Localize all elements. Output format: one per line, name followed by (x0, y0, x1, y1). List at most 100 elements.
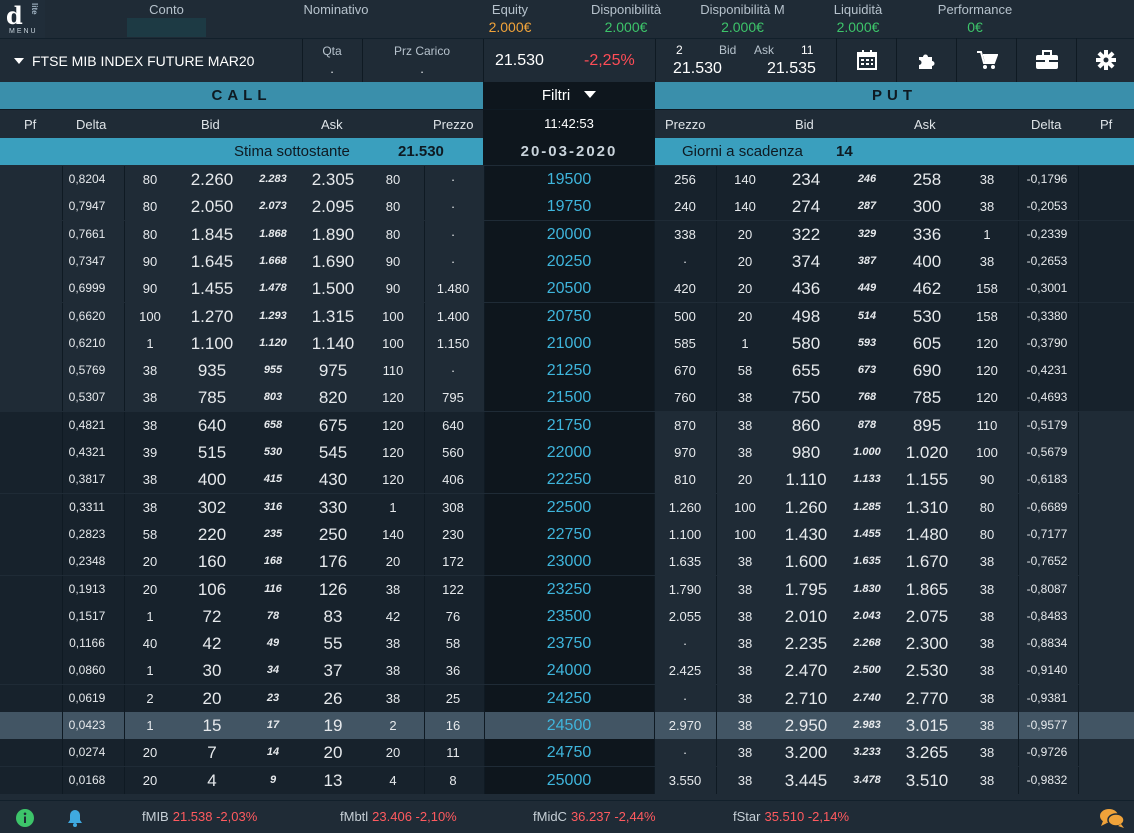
cell-bid-qty-call[interactable]: 38 (142, 417, 158, 433)
cell-ask-put[interactable]: 1.310 (905, 497, 949, 517)
cell-ask-call[interactable]: 20 (323, 743, 343, 763)
cell-bid-call[interactable]: 220 (197, 524, 227, 544)
cell-bid-put[interactable]: 580 (791, 333, 821, 353)
cell-bid-call[interactable]: 4 (207, 770, 217, 790)
cell-strike-price[interactable]: 20000 (546, 225, 592, 243)
cell-ask-put[interactable]: 605 (912, 333, 942, 353)
cell-bid-qty-call[interactable]: 20 (142, 554, 158, 570)
cell-ask-qty-call[interactable]: 80 (385, 172, 401, 187)
cell-strike-price[interactable]: 24500 (546, 717, 592, 734)
cell-bid-qty-call[interactable]: 38 (142, 390, 158, 406)
cell-ask-call[interactable]: 126 (318, 579, 348, 599)
cell-ask-qty-call[interactable]: 38 (385, 636, 401, 652)
cell-ask-qty-put[interactable]: 100 (976, 445, 998, 460)
cell-ask-qty-put[interactable]: 1 (983, 226, 991, 242)
cell-ask-put[interactable]: 336 (912, 224, 942, 244)
table-row[interactable]: 0,7947 80 2.050 2.073 2.095 80 · 19750 240 140 274… (0, 193, 1134, 221)
cell-strike-price[interactable]: 20250 (546, 252, 592, 270)
instrument-selector[interactable]: FTSE MIB INDEX FUTURE MAR20 (14, 53, 254, 69)
cell-ask-qty-call[interactable]: 100 (382, 335, 404, 351)
cell-ask-qty-call[interactable]: 20 (385, 745, 401, 761)
cell-ask-put[interactable]: 300 (912, 197, 942, 217)
cell-ask-qty-put[interactable]: 38 (979, 718, 995, 733)
cell-ask-qty-call[interactable]: 20 (385, 554, 401, 570)
cell-bid-put[interactable]: 1.600 (784, 552, 828, 572)
cell-bid-put[interactable]: 3.445 (784, 770, 828, 790)
cell-bid-qty-put[interactable]: 38 (737, 417, 753, 433)
cell-bid-qty-call[interactable]: 80 (142, 199, 158, 215)
table-row[interactable]: 0,2823 58 220 235 250 140 230 22750 1.100 100 1.43… (0, 520, 1134, 548)
cell-bid-put[interactable]: 1.430 (784, 524, 828, 544)
cell-bid-qty-call[interactable]: 20 (142, 581, 158, 597)
cell-ask-qty-call[interactable]: 1 (389, 499, 397, 515)
table-row[interactable]: 0,3311 38 302 316 330 1 308 22500 1.260 100 1.260 1… (0, 493, 1134, 521)
cell-ask-qty-put[interactable]: 38 (979, 199, 995, 215)
cell-ask-call[interactable]: 37 (323, 661, 343, 681)
cell-ask-call[interactable]: 330 (318, 497, 348, 517)
cell-bid-qty-call[interactable]: 80 (142, 226, 158, 242)
cell-ask-call[interactable]: 176 (318, 552, 348, 572)
cell-strike-price[interactable]: 21000 (546, 334, 592, 352)
bell-icon[interactable] (65, 808, 85, 828)
cell-ask-qty-put[interactable]: 80 (979, 526, 995, 542)
cell-strike-price[interactable]: 20750 (546, 307, 592, 325)
cell-ask-put[interactable]: 785 (912, 388, 942, 408)
cell-ask-qty-call[interactable]: 80 (385, 226, 401, 242)
cell-ask-qty-call[interactable]: 90 (385, 281, 401, 297)
cell-ask-qty-put[interactable]: 38 (979, 745, 995, 761)
cell-bid-call[interactable]: 515 (197, 443, 227, 462)
cell-bid-qty-put[interactable]: 20 (737, 226, 753, 242)
cell-ask-qty-call[interactable]: 2 (389, 718, 397, 733)
cell-ask-qty-call[interactable]: 4 (389, 772, 397, 788)
cell-strike-price[interactable]: 21500 (546, 389, 592, 407)
cell-ask-qty-put[interactable]: 158 (976, 281, 998, 297)
cell-bid-put[interactable]: 2.950 (784, 716, 828, 735)
chat-icon[interactable] (1099, 807, 1125, 829)
cell-ask-qty-put[interactable]: 158 (976, 308, 998, 324)
cell-bid-qty-call[interactable]: 1 (146, 335, 154, 351)
cell-bid-call[interactable]: 1.100 (190, 333, 234, 353)
cell-ask-qty-put[interactable]: 38 (979, 554, 995, 570)
cell-ask-call[interactable]: 430 (318, 470, 348, 490)
cell-bid-qty-put[interactable]: 100 (734, 499, 756, 515)
cell-bid-qty-put[interactable]: 38 (737, 554, 753, 570)
cell-bid-put[interactable]: 2.235 (784, 634, 828, 654)
cell-ask-qty-put[interactable]: 38 (979, 608, 995, 624)
menu-logo-button[interactable]: d lite MENU (0, 0, 45, 38)
cell-bid-call[interactable]: 302 (197, 497, 227, 517)
cell-ask-call[interactable]: 250 (318, 524, 348, 544)
calendar-button[interactable] (836, 38, 896, 82)
table-row[interactable]: 0,4321 39 515 530 545 120 560 22000 970 38 980 1.00… (0, 439, 1134, 466)
cell-ask-put[interactable]: 400 (912, 251, 942, 271)
cell-bid-qty-put[interactable]: 38 (737, 445, 753, 460)
cell-ask-qty-put[interactable]: 38 (979, 772, 995, 788)
cell-bid-qty-call[interactable]: 20 (142, 745, 158, 761)
cell-ask-qty-put[interactable]: 120 (976, 363, 998, 379)
cell-bid-put[interactable]: 274 (791, 197, 821, 217)
cell-strike-price[interactable]: 21250 (546, 362, 592, 380)
table-row[interactable]: 0,1913 20 106 116 126 38 122 23250 1.790 38 1.795 1… (0, 575, 1134, 603)
cell-bid-qty-put[interactable]: 20 (737, 472, 753, 488)
cell-ask-qty-put[interactable]: 120 (976, 335, 998, 351)
cell-bid-call[interactable]: 15 (202, 716, 222, 735)
cell-ask-qty-call[interactable]: 120 (382, 390, 404, 406)
cell-ask-call[interactable]: 675 (318, 415, 348, 435)
table-row[interactable]: 0,0619 2 20 23 26 38 25 24250 · 38 2.710 2.740 2.770… (0, 684, 1134, 712)
cell-ask-qty-call[interactable]: 100 (382, 308, 404, 324)
cell-ask-call[interactable]: 1.690 (311, 251, 355, 271)
cell-ask-qty-call[interactable]: 120 (382, 472, 404, 488)
cell-ask-qty-put[interactable]: 110 (976, 417, 998, 433)
cart-button[interactable] (956, 38, 1016, 82)
cell-ask-qty-call[interactable]: 38 (385, 663, 401, 679)
cell-ask-qty-put[interactable]: 90 (979, 472, 995, 488)
table-row[interactable]: 0,3817 38 400 415 430 120 406 22250 810 20 1.110 1.… (0, 466, 1134, 494)
cell-ask-put[interactable]: 3.015 (905, 716, 949, 735)
cell-bid-qty-call[interactable]: 20 (142, 772, 158, 788)
cell-bid-qty-call[interactable]: 38 (142, 472, 158, 488)
cell-strike-price[interactable]: 23500 (546, 607, 592, 625)
cell-ask-call[interactable]: 13 (323, 770, 343, 790)
cell-strike-price[interactable]: 22000 (546, 444, 592, 461)
cell-ask-put[interactable]: 1.865 (905, 579, 949, 599)
cell-bid-qty-put[interactable]: 20 (737, 308, 753, 324)
cell-ask-qty-put[interactable]: 120 (976, 390, 998, 406)
